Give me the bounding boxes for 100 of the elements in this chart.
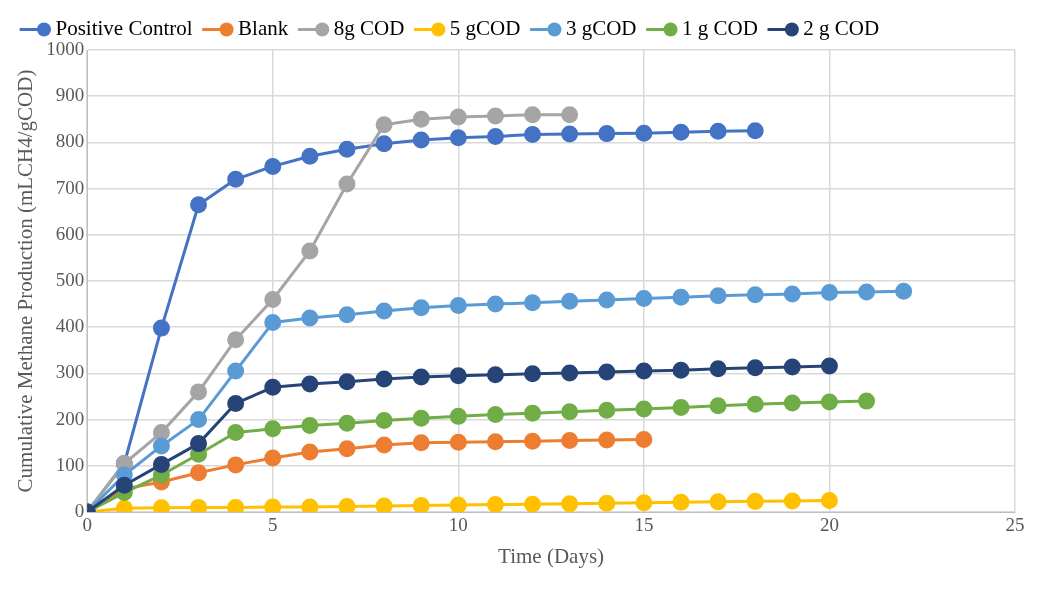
point: [486, 496, 504, 512]
point: [301, 498, 319, 512]
point: [412, 131, 430, 149]
point: [412, 409, 430, 427]
point: [412, 434, 430, 452]
point: [264, 420, 282, 438]
point: [524, 106, 542, 124]
y-tick-label: 100: [55, 453, 85, 475]
point: [672, 399, 690, 417]
point: [338, 306, 356, 324]
point: [486, 107, 504, 125]
point: [301, 242, 319, 260]
point: [746, 286, 764, 304]
point: [635, 290, 653, 308]
legend-label: 3 gCOD: [565, 16, 637, 41]
point: [375, 370, 393, 388]
point: [524, 432, 542, 450]
point: [783, 358, 801, 376]
point: [375, 302, 393, 320]
point: [375, 412, 393, 430]
point: [264, 449, 282, 467]
point: [264, 314, 282, 332]
point: [264, 498, 282, 512]
point: [486, 406, 504, 424]
point: [598, 125, 616, 143]
legend-label: 2 g COD: [803, 16, 880, 41]
point: [264, 157, 282, 175]
point: [449, 407, 467, 425]
point: [338, 414, 356, 432]
x-tick-label: 25: [1005, 514, 1025, 536]
point: [598, 494, 616, 512]
point: [190, 464, 208, 482]
point: [375, 135, 393, 153]
point: [820, 284, 838, 302]
point: [709, 397, 727, 415]
point: [190, 383, 208, 401]
point: [227, 456, 245, 474]
x-tick-label: 15: [634, 514, 654, 536]
point: [635, 494, 653, 512]
point: [301, 147, 319, 165]
point: [820, 357, 838, 375]
point: [598, 363, 616, 381]
point: [746, 122, 764, 140]
point: [561, 125, 579, 143]
point: [301, 309, 319, 327]
x-axis-title: Time (Days): [498, 543, 605, 568]
point: [227, 331, 245, 349]
point: [486, 295, 504, 313]
legend-label: 5 gCOD: [449, 16, 521, 41]
point: [449, 496, 467, 512]
point: [709, 493, 727, 511]
point: [635, 362, 653, 380]
point: [227, 394, 245, 412]
point: [449, 433, 467, 451]
point: [709, 360, 727, 378]
point: [746, 359, 764, 377]
point: [561, 292, 579, 310]
point: [709, 287, 727, 305]
point: [524, 126, 542, 144]
y-tick-label: 500: [55, 268, 85, 290]
point: [412, 368, 430, 386]
point: [338, 373, 356, 391]
point: [190, 435, 208, 453]
y-tick-label: 800: [55, 130, 85, 152]
point: [709, 122, 727, 140]
point: [524, 365, 542, 383]
point: [561, 364, 579, 382]
point: [820, 491, 838, 509]
point: [598, 291, 616, 309]
point: [449, 367, 467, 385]
point: [152, 319, 170, 337]
legend-label: 1 g COD: [682, 16, 758, 41]
point: [783, 394, 801, 412]
point: [449, 108, 467, 126]
point: [635, 430, 653, 448]
point: [635, 400, 653, 418]
point: [375, 497, 393, 512]
point: [264, 290, 282, 308]
point: [449, 296, 467, 314]
point: [672, 123, 690, 141]
point: [264, 378, 282, 396]
point: [338, 140, 356, 158]
point: [895, 282, 913, 300]
y-tick-label: 900: [55, 84, 85, 106]
point: [672, 361, 690, 379]
point: [301, 375, 319, 393]
point: [598, 401, 616, 419]
point: [486, 433, 504, 451]
point: [561, 106, 579, 124]
point: [375, 436, 393, 454]
point: [524, 404, 542, 422]
point: [115, 476, 133, 494]
y-axis-title: Cumulative Methane Production (mLCH4/gCOD): [13, 69, 38, 493]
legend-label: 8g COD: [333, 16, 405, 41]
point: [486, 366, 504, 384]
point: [783, 492, 801, 510]
point: [746, 395, 764, 413]
point: [301, 417, 319, 435]
point: [561, 431, 579, 449]
point: [561, 495, 579, 512]
